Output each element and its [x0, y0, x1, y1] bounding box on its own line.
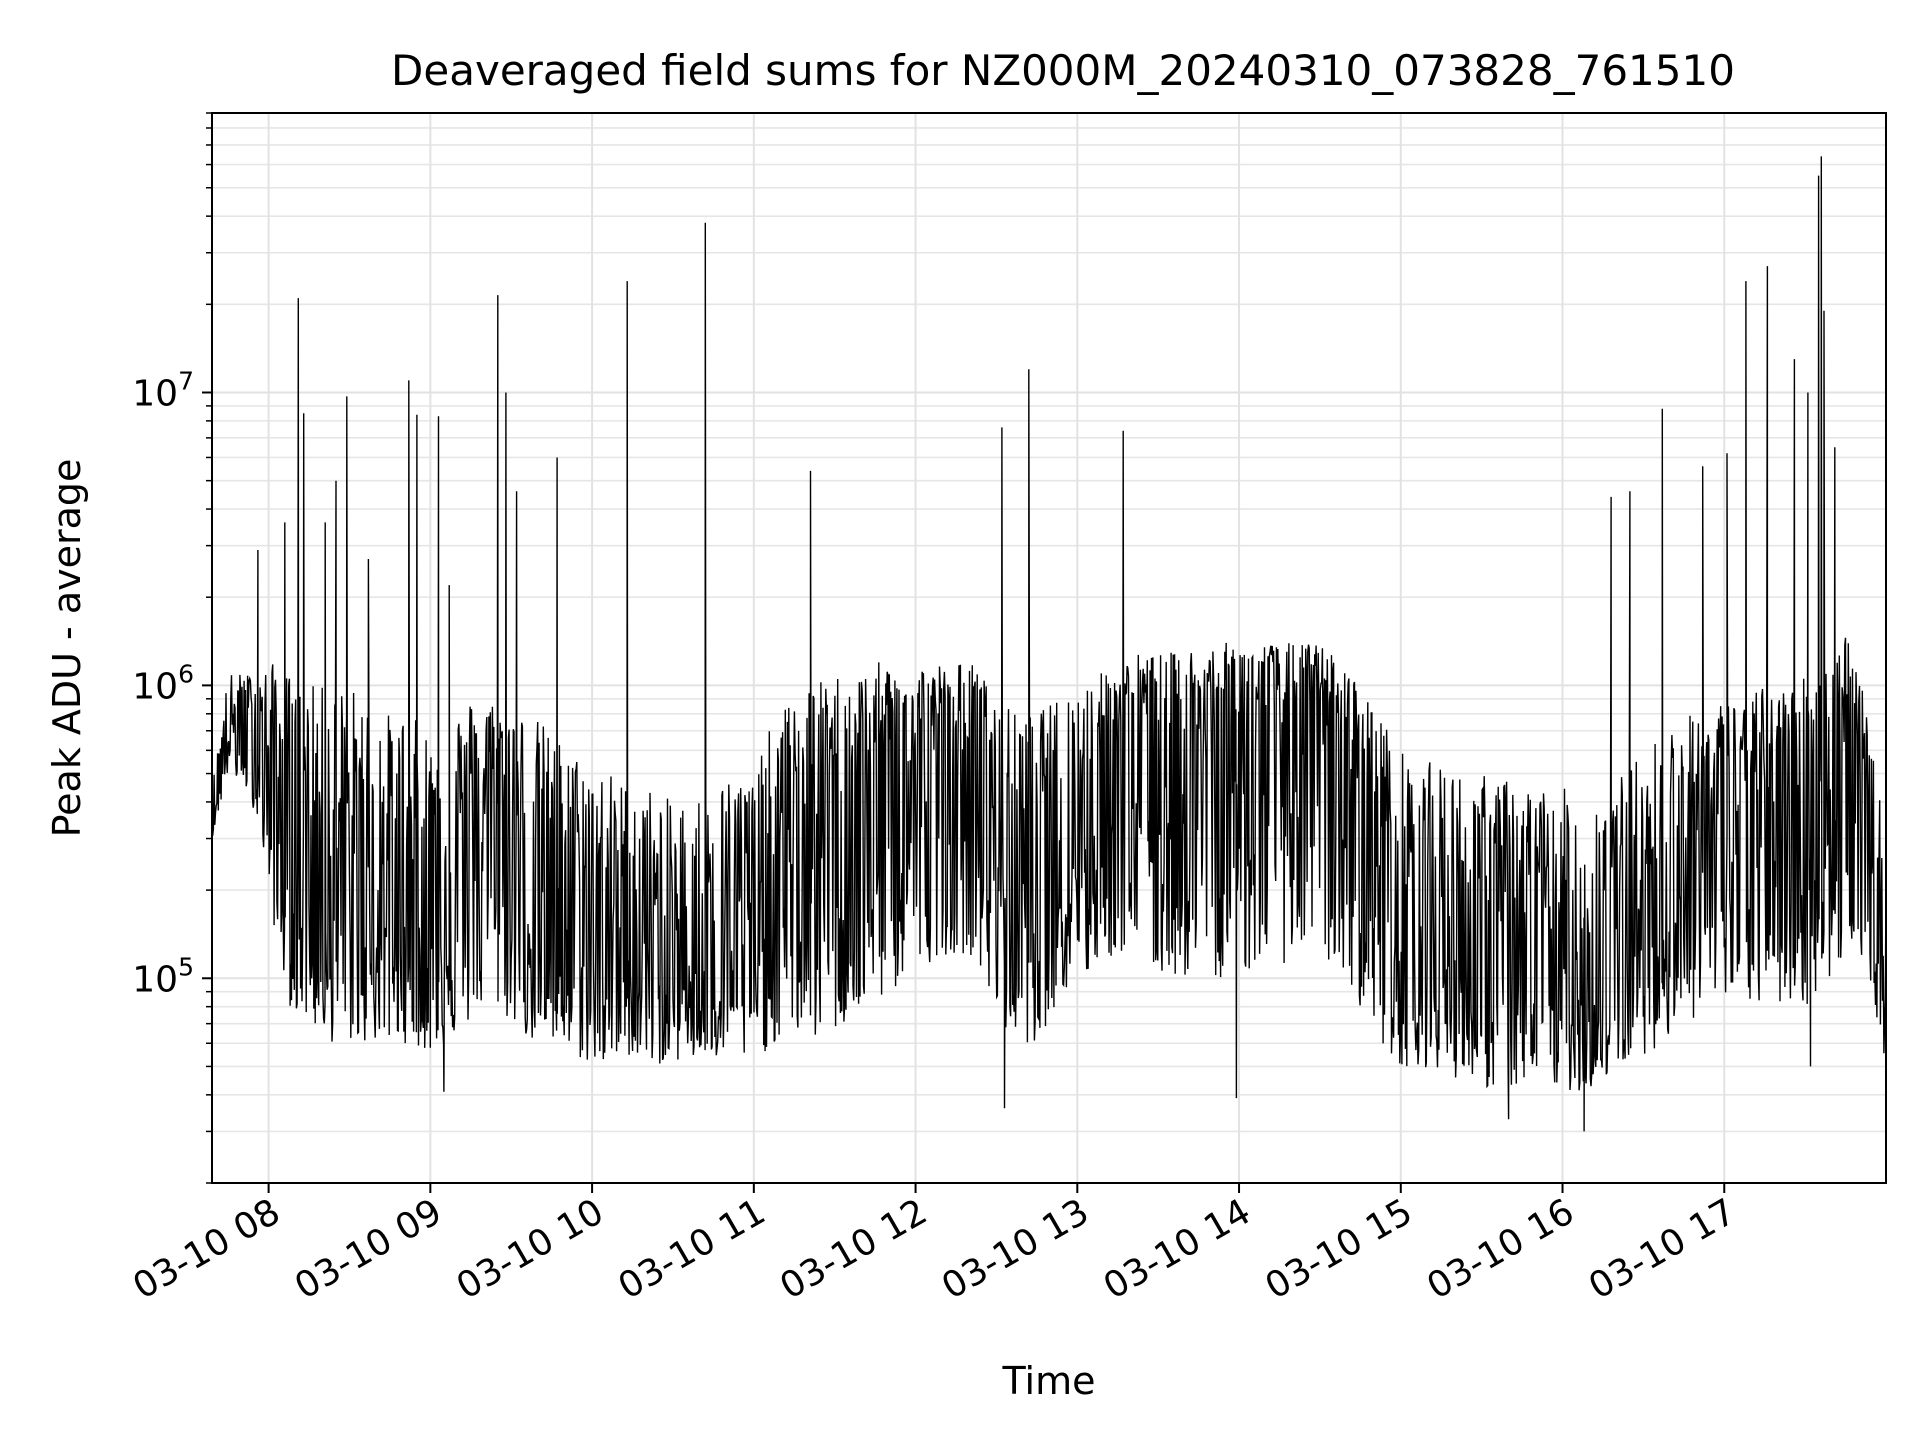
y-tick-label: 105: [132, 952, 194, 1000]
data-line: [211, 156, 1887, 1132]
x-axis-label: Time: [1002, 1359, 1096, 1403]
y-tick-exponent: 5: [178, 952, 194, 981]
y-tick-label: 107: [132, 366, 194, 414]
plot-frame: [211, 112, 1887, 1184]
y-tick-base: 10: [132, 373, 178, 414]
y-axis-label: Peak ADU - average: [45, 459, 89, 838]
y-tick-exponent: 7: [178, 366, 194, 395]
chart-title: Deaveraged field sums for NZ000M_2024031…: [391, 46, 1735, 95]
y-tick-base: 10: [132, 959, 178, 1000]
y-tick-exponent: 6: [178, 659, 194, 688]
y-tick-label: 106: [132, 659, 194, 707]
plot-area: [211, 112, 1887, 1184]
y-tick-base: 10: [132, 666, 178, 707]
